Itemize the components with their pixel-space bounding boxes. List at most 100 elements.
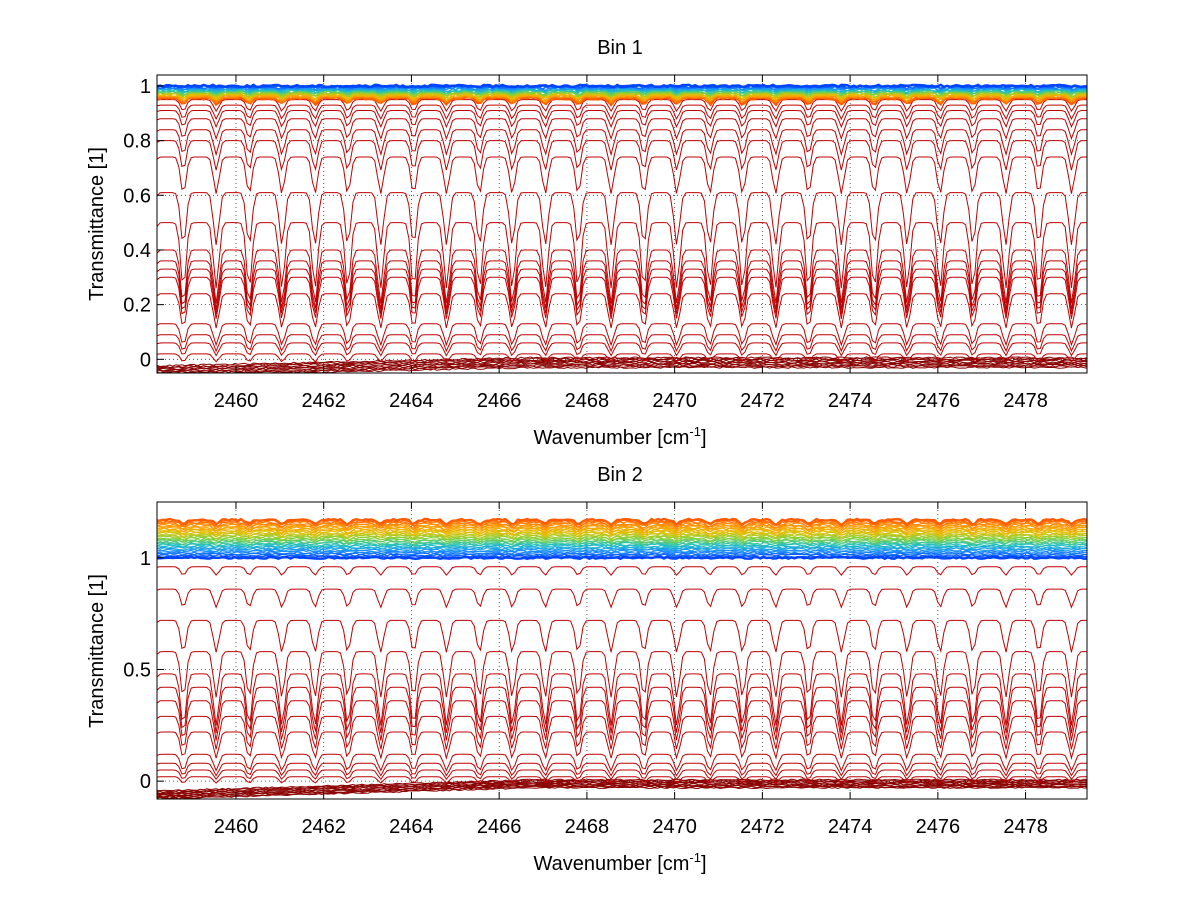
spectrum-line bbox=[156, 544, 1088, 549]
x-tick-label: 2460 bbox=[214, 390, 259, 412]
subplot-2-y-ticks: 00.51 bbox=[123, 548, 164, 793]
x-tick-label: 2462 bbox=[301, 390, 346, 412]
x-tick-label: 2478 bbox=[1003, 390, 1048, 412]
y-tick-label: 0.8 bbox=[123, 131, 151, 153]
subplot-1-y-ticks: 0 0.2 0.4 0.6 0.8 1 bbox=[123, 76, 164, 371]
spectrum-line bbox=[156, 293, 1087, 329]
spectrum-line bbox=[156, 523, 1088, 531]
subplot-bin-1: Bin 1 2460 2462 2464 2466 2468 2470 2472 2474 24… bbox=[86, 37, 1088, 449]
x-tick-label: 2464 bbox=[389, 390, 434, 412]
spectrum-line bbox=[156, 545, 1088, 551]
x-tick-label: 2476 bbox=[916, 816, 961, 838]
spectrum-line bbox=[157, 365, 1088, 374]
spectrum-line bbox=[156, 673, 1088, 726]
subplot-bin-2: Bin 2 2460 2462 2464 2466 2468 2470 2472 2474 24… bbox=[86, 464, 1088, 875]
x-tick-label: 2466 bbox=[477, 816, 522, 838]
spectrum-line bbox=[156, 537, 1088, 544]
spectrum-line bbox=[156, 156, 1087, 194]
spectrum-line bbox=[156, 342, 1087, 357]
spectrum-line bbox=[156, 553, 1087, 557]
subplot-2-title: Bin 2 bbox=[597, 464, 643, 486]
spectrum-line bbox=[156, 249, 1087, 304]
spectrum-line bbox=[156, 541, 1088, 547]
spectrum-line bbox=[156, 323, 1087, 347]
spectrum-line bbox=[156, 534, 1088, 540]
spectrum-line bbox=[156, 524, 1088, 532]
spectrum-line bbox=[156, 353, 1087, 363]
subplot-2-y-axis-label: Transmittance [1] bbox=[86, 574, 108, 728]
spectrum-line bbox=[157, 786, 1088, 800]
subplot-2-series bbox=[156, 517, 1088, 800]
spectrum-line bbox=[156, 778, 1088, 792]
spectrum-line bbox=[156, 222, 1087, 289]
spectrum-line bbox=[156, 715, 1087, 750]
spectrum-line bbox=[156, 776, 1087, 784]
x-tick-label: 2470 bbox=[652, 390, 697, 412]
spectrum-line bbox=[156, 528, 1088, 536]
subplot-1-title: Bin 1 bbox=[597, 37, 643, 59]
spectrum-line bbox=[156, 769, 1087, 781]
spectrum-line bbox=[156, 268, 1087, 315]
x-tick-label: 2476 bbox=[916, 390, 961, 412]
spectrum-line bbox=[156, 517, 1088, 527]
spectrum-line bbox=[156, 527, 1088, 534]
spectrum-line bbox=[156, 356, 1088, 368]
spectrum-line bbox=[156, 588, 1087, 609]
spectrum-line bbox=[156, 276, 1087, 319]
spectrum-line bbox=[156, 110, 1087, 129]
spectrum-line bbox=[156, 118, 1087, 141]
subplot-1-x-axis-label: Wavenumber [cm-1] bbox=[533, 424, 706, 449]
subplot-2-x-ticks: 2460 2462 2464 2466 2468 2470 2472 2474 2476 2478 bbox=[214, 502, 1048, 838]
x-tick-label: 2474 bbox=[828, 390, 873, 412]
subplot-1-y-axis-label: Transmittance [1] bbox=[86, 147, 108, 301]
spectrum-line bbox=[156, 700, 1087, 741]
spectrum-line bbox=[156, 362, 1088, 374]
spectrum-line bbox=[156, 762, 1087, 777]
spectrum-line bbox=[156, 753, 1087, 772]
y-tick-label: 1 bbox=[140, 76, 151, 98]
y-tick-label: 0 bbox=[140, 771, 151, 793]
spectrum-line bbox=[156, 566, 1087, 577]
spectrum-line bbox=[156, 531, 1088, 538]
spectrum-line bbox=[156, 686, 1087, 734]
y-tick-label: 0.6 bbox=[123, 185, 151, 207]
spectrum-line bbox=[156, 555, 1088, 561]
subplot-1-axes-box bbox=[156, 74, 1088, 374]
y-tick-label: 0 bbox=[140, 349, 151, 371]
spectrum-line bbox=[156, 619, 1087, 654]
spectrum-line bbox=[156, 520, 1088, 529]
spectrum-line bbox=[156, 731, 1087, 760]
spectrum-line bbox=[156, 260, 1087, 310]
spectrum-line bbox=[156, 87, 1088, 93]
x-tick-label: 2478 bbox=[1003, 816, 1048, 838]
subplot-2-x-axis-label: Wavenumber [cm-1] bbox=[533, 850, 706, 875]
spectrum-line bbox=[156, 551, 1088, 555]
x-tick-label: 2474 bbox=[828, 816, 873, 838]
y-tick-label: 0.5 bbox=[123, 659, 151, 681]
y-tick-label: 0.2 bbox=[123, 295, 151, 317]
x-tick-label: 2468 bbox=[565, 816, 610, 838]
spectrum-line bbox=[156, 192, 1087, 245]
y-tick-label: 1 bbox=[140, 548, 151, 570]
subplot-1-x-ticks: 2460 2462 2464 2466 2468 2470 2472 2474 2476 2478 bbox=[214, 75, 1048, 412]
spectrum-line bbox=[156, 358, 1088, 370]
spectrum-line bbox=[156, 651, 1087, 698]
subplot-1-series bbox=[156, 83, 1088, 374]
spectrum-line bbox=[156, 536, 1088, 542]
x-tick-label: 2472 bbox=[740, 816, 785, 838]
spectrum-line bbox=[156, 129, 1087, 157]
x-tick-label: 2462 bbox=[301, 816, 346, 838]
subplot-2-axes-box bbox=[156, 501, 1088, 800]
spectrum-line bbox=[156, 104, 1087, 121]
spectrum-line bbox=[156, 549, 1088, 554]
x-tick-label: 2470 bbox=[652, 816, 697, 838]
x-tick-label: 2466 bbox=[477, 390, 522, 412]
y-tick-label: 0.4 bbox=[123, 240, 151, 262]
spectrum-line bbox=[156, 99, 1087, 113]
spectrum-line bbox=[156, 780, 1088, 794]
spectrum-line bbox=[156, 334, 1087, 353]
x-tick-label: 2472 bbox=[740, 390, 785, 412]
x-tick-label: 2468 bbox=[565, 390, 610, 412]
